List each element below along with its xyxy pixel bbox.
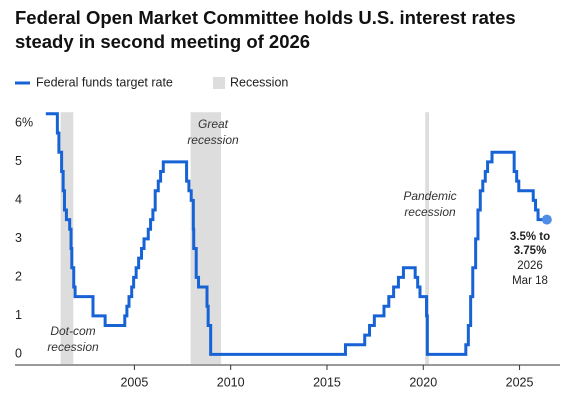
y-tick-label: 5 bbox=[15, 154, 22, 168]
legend-swatch bbox=[213, 77, 225, 89]
end-label: 3.5% to bbox=[510, 231, 550, 243]
y-tick-label: 1 bbox=[15, 308, 22, 322]
legend-label: Recession bbox=[230, 75, 288, 89]
recession-band bbox=[425, 112, 430, 364]
rate-line bbox=[45, 112, 543, 356]
chart-title: Federal Open Market Committee holds U.S.… bbox=[15, 7, 516, 52]
end-point bbox=[541, 214, 552, 225]
x-tick-label: 2005 bbox=[120, 375, 148, 389]
end-label: 2026 bbox=[517, 260, 543, 272]
x-tick-label: 2010 bbox=[217, 375, 245, 389]
end-label: 3.75% bbox=[514, 245, 547, 257]
x-tick-label: 2015 bbox=[313, 375, 341, 389]
y-tick-label: 3 bbox=[15, 231, 22, 245]
recession-label: Pandemic bbox=[403, 189, 456, 203]
y-tick-label: 2 bbox=[15, 269, 22, 283]
y-tick-label: 0 bbox=[15, 346, 22, 360]
x-tick-label: 2025 bbox=[506, 375, 534, 389]
y-tick-label: 6% bbox=[15, 115, 33, 129]
end-label: Mar 18 bbox=[512, 275, 548, 287]
legend-label: Federal funds target rate bbox=[36, 75, 173, 89]
x-tick-label: 2020 bbox=[409, 375, 437, 389]
y-tick-label: 4 bbox=[15, 192, 22, 206]
recession-label: Great bbox=[198, 117, 229, 131]
recession-label: recession bbox=[187, 133, 239, 147]
recession-label: recession bbox=[47, 340, 99, 354]
recession-band bbox=[190, 112, 222, 364]
recession-label: recession bbox=[404, 205, 456, 219]
recession-label: Dot-com bbox=[50, 324, 95, 338]
